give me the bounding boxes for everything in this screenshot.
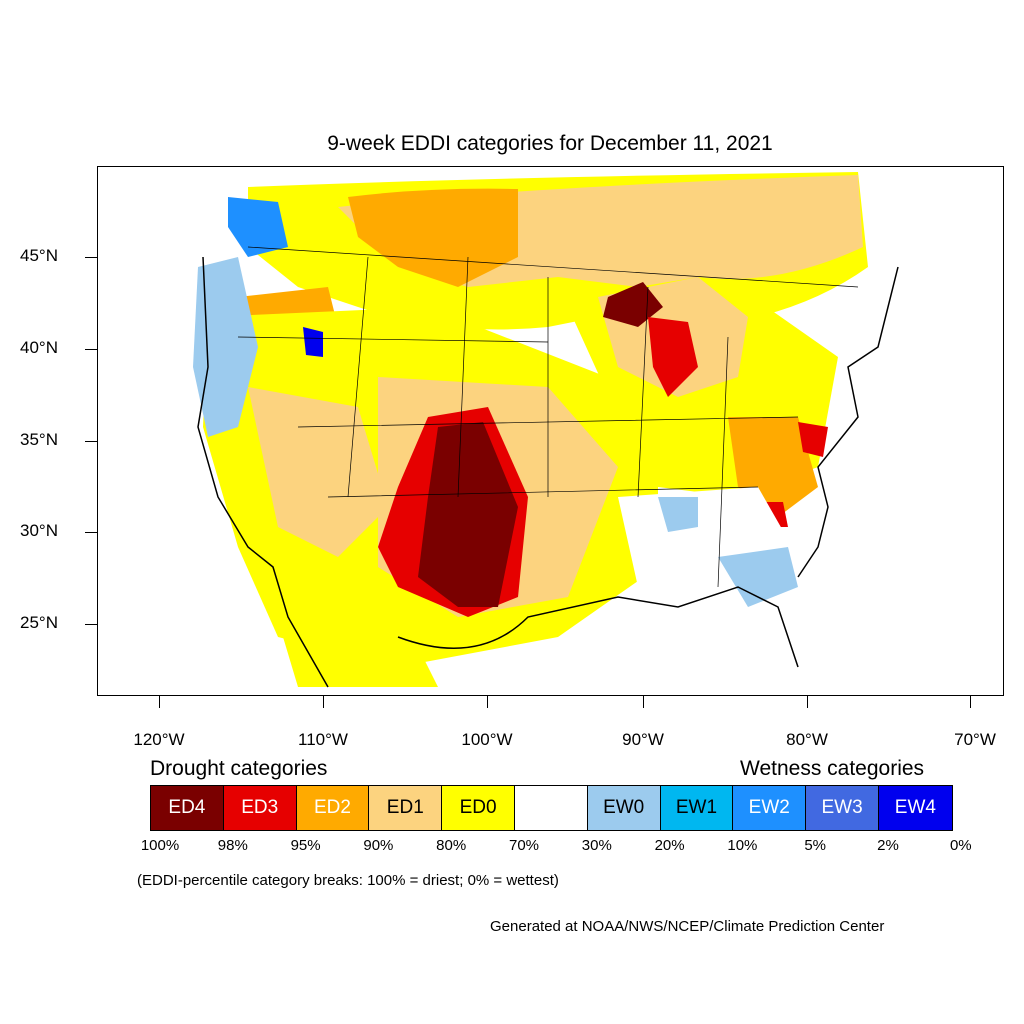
lon-tick bbox=[487, 696, 488, 708]
lat-label: 40°N bbox=[20, 338, 58, 357]
percent-break-label: 10% bbox=[727, 837, 758, 854]
lat-tick bbox=[85, 624, 97, 625]
percent-break-label: 70% bbox=[508, 837, 540, 854]
percent-break-label: 30% bbox=[581, 837, 612, 854]
region-ed3-michigan bbox=[648, 317, 698, 397]
region-ed4-texas bbox=[418, 422, 518, 607]
lat-label: 35°N bbox=[20, 430, 58, 449]
legend-swatch: ED1 bbox=[369, 786, 443, 830]
map-panel[interactable] bbox=[97, 166, 1004, 696]
lon-label: 70°W bbox=[954, 730, 996, 749]
region-ew2-washington bbox=[228, 197, 288, 257]
lon-tick bbox=[643, 696, 644, 708]
lon-label: 80°W bbox=[786, 730, 828, 749]
percent-break-label: 100% bbox=[140, 837, 180, 854]
region-ed2-northwest bbox=[348, 188, 518, 287]
lon-label: 90°W bbox=[622, 730, 664, 749]
category-note: (EDDI-percentile category breaks: 100% =… bbox=[137, 872, 559, 889]
percent-break-label: 20% bbox=[654, 837, 685, 854]
lon-label: 100°W bbox=[461, 730, 513, 749]
lat-label: 45°N bbox=[20, 246, 58, 265]
lon-tick bbox=[970, 696, 971, 708]
state-boundaries bbox=[237, 246, 859, 588]
legend-swatch: EW4 bbox=[878, 786, 952, 830]
legend-swatch: EW1 bbox=[660, 786, 734, 830]
lon-tick bbox=[323, 696, 324, 708]
lat-tick bbox=[85, 441, 97, 442]
region-ew0-pacific bbox=[193, 257, 258, 437]
region-ed3-virginia bbox=[798, 422, 828, 457]
legend-swatch: EW2 bbox=[733, 786, 807, 830]
coastline bbox=[197, 256, 899, 688]
lon-tick bbox=[159, 696, 160, 708]
map-title: 9-week EDDI categories for December 11, … bbox=[327, 132, 773, 155]
percent-break-label: 2% bbox=[877, 837, 899, 854]
legend-swatch: EW3 bbox=[806, 786, 879, 830]
legend-swatch: ED2 bbox=[296, 786, 370, 830]
wetness-heading: Wetness categories bbox=[740, 757, 925, 780]
legend-swatch: ED4 bbox=[151, 786, 224, 830]
region-ew4-idaho bbox=[303, 327, 323, 357]
percent-break-label: 98% bbox=[217, 837, 248, 854]
region-ew0-southeast bbox=[658, 497, 698, 532]
lon-label: 120°W bbox=[133, 730, 185, 749]
legend-swatch: EW0 bbox=[587, 786, 661, 830]
region-ed0-mexico bbox=[268, 587, 438, 687]
percent-break-label: 0% bbox=[949, 837, 972, 854]
percent-break-label: 80% bbox=[436, 837, 467, 854]
lat-tick bbox=[85, 257, 97, 258]
lon-label: 110°W bbox=[298, 730, 348, 749]
percent-break-label: 90% bbox=[363, 837, 394, 854]
legend-swatch: ED3 bbox=[223, 786, 297, 830]
lat-tick bbox=[85, 349, 97, 350]
legend-colorbar: ED4 ED3 ED2 ED1 ED0 EW0 EW1 EW2 EW3 EW4 bbox=[150, 785, 953, 831]
lon-tick bbox=[807, 696, 808, 708]
drought-heading: Drought categories bbox=[150, 757, 328, 780]
region-ed1-southwest bbox=[248, 387, 388, 557]
legend-swatch bbox=[514, 786, 588, 830]
lat-label: 30°N bbox=[20, 521, 58, 540]
legend-swatch: ED0 bbox=[442, 786, 515, 830]
region-ew0-gulf bbox=[718, 547, 798, 607]
lat-label: 25°N bbox=[20, 613, 58, 632]
percent-break-label: 95% bbox=[290, 837, 321, 854]
percent-break-label: 5% bbox=[804, 837, 827, 854]
eddi-map bbox=[193, 167, 1003, 695]
lat-tick bbox=[85, 532, 97, 533]
credit-line: Generated at NOAA/NWS/NCEP/Climate Predi… bbox=[490, 918, 885, 935]
